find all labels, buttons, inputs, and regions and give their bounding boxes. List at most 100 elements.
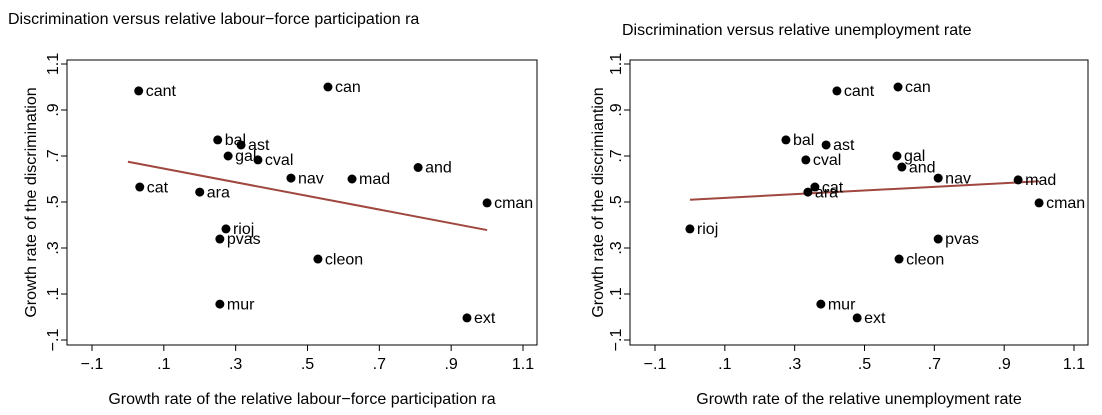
point	[195, 187, 205, 197]
y-tick-label: .7	[45, 149, 62, 162]
point-label: ext	[864, 310, 886, 327]
y-tick-label: .1	[45, 287, 62, 300]
point	[832, 86, 842, 96]
point-label: cant	[844, 83, 875, 100]
point-label: nav	[945, 170, 971, 187]
point-label: ast	[248, 137, 270, 154]
point	[236, 140, 246, 150]
point-label: nav	[298, 170, 324, 187]
chart-title: Discrimination versus relative unemploym…	[622, 22, 972, 39]
x-tick-label: .3	[788, 356, 801, 373]
point-label: pvas	[227, 231, 261, 248]
chart: Discrimination versus relative labour−fo…	[8, 11, 538, 408]
chart: Discrimination versus relative unemploym…	[590, 22, 1089, 408]
point	[685, 224, 695, 234]
point	[482, 198, 492, 208]
point-label: cleon	[906, 251, 944, 268]
x-tick-label: 1.1	[1063, 356, 1085, 373]
x-tick-label: .1	[718, 356, 731, 373]
chart-title: Discrimination versus relative labour−fo…	[8, 11, 419, 28]
x-tick-label: .9	[997, 356, 1010, 373]
x-tick-label: .9	[444, 356, 457, 373]
fit-line	[689, 180, 1040, 201]
point	[893, 82, 903, 92]
point-label: pvas	[945, 231, 979, 248]
point-label: gal	[904, 148, 925, 165]
y-tick-label: −.1	[608, 329, 625, 352]
point-label: mad	[359, 171, 390, 188]
point-label: cant	[146, 83, 177, 100]
y-axis-label: Growth rate of the discrimiantion	[590, 87, 607, 317]
point-label: cat	[822, 179, 844, 196]
point	[313, 254, 323, 264]
point	[413, 163, 423, 172]
point-label: and	[909, 159, 936, 176]
point	[816, 299, 826, 309]
y-tick-label: .7	[608, 149, 625, 162]
point-label: ara	[815, 184, 838, 201]
fit-line	[127, 160, 488, 232]
point	[323, 82, 333, 92]
point-label: bal	[793, 132, 814, 149]
y-tick-label: .5	[608, 195, 625, 208]
y-tick-label: .5	[45, 195, 62, 208]
point-label: can	[335, 79, 361, 96]
plot-frame	[66, 59, 538, 346]
point	[134, 86, 144, 96]
point-label: cleon	[325, 251, 363, 268]
y-tick-label: −.1	[45, 329, 62, 352]
x-tick-label: .5	[301, 356, 314, 373]
point-label: gal	[235, 148, 256, 165]
point	[821, 140, 831, 150]
y-tick-label: .9	[608, 103, 625, 116]
x-axis-label: Growth rate of the relative labour−force…	[108, 391, 495, 408]
point	[810, 182, 820, 192]
y-tick-label: .1	[608, 287, 625, 300]
point-label: mur	[227, 296, 255, 313]
y-axis-label: Growth rate of the discrimination	[23, 87, 40, 317]
point	[135, 182, 145, 192]
point-label: mad	[1025, 172, 1056, 189]
plot-frame	[629, 59, 1089, 346]
point	[223, 151, 233, 161]
point-label: mur	[828, 296, 856, 313]
point	[933, 234, 943, 244]
y-tick-label: .9	[45, 103, 62, 116]
point	[801, 155, 811, 165]
point	[347, 174, 357, 184]
point	[253, 155, 263, 165]
point-label: rioj	[233, 221, 254, 238]
point	[781, 135, 791, 145]
x-tick-label: 1.1	[512, 356, 534, 373]
point	[221, 224, 231, 234]
point-label: cval	[813, 152, 841, 169]
y-tick-label: 1.1	[45, 53, 62, 75]
point	[803, 187, 813, 197]
point	[894, 254, 904, 264]
y-tick-label: .3	[608, 241, 625, 254]
point	[286, 173, 296, 183]
x-tick-label: .1	[157, 356, 170, 373]
point-label: ara	[207, 184, 230, 201]
point	[215, 234, 225, 244]
point-label: ext	[474, 310, 496, 327]
point	[215, 299, 225, 309]
point	[1013, 175, 1023, 185]
x-tick-label: −.1	[81, 356, 104, 373]
x-tick-label: −.1	[644, 356, 667, 373]
x-tick-label: .3	[229, 356, 242, 373]
x-tick-label: .7	[928, 356, 941, 373]
point-label: and	[425, 160, 452, 177]
point-label: cval	[265, 152, 293, 169]
point-label: can	[905, 79, 931, 96]
y-tick-label: 1.1	[608, 53, 625, 75]
x-tick-label: .7	[373, 356, 386, 373]
point	[852, 313, 862, 323]
x-tick-label: .5	[858, 356, 871, 373]
y-tick-label: .3	[45, 241, 62, 254]
point	[462, 313, 472, 323]
point	[933, 173, 943, 183]
point-label: ast	[833, 137, 855, 154]
point-label: cman	[494, 195, 533, 212]
